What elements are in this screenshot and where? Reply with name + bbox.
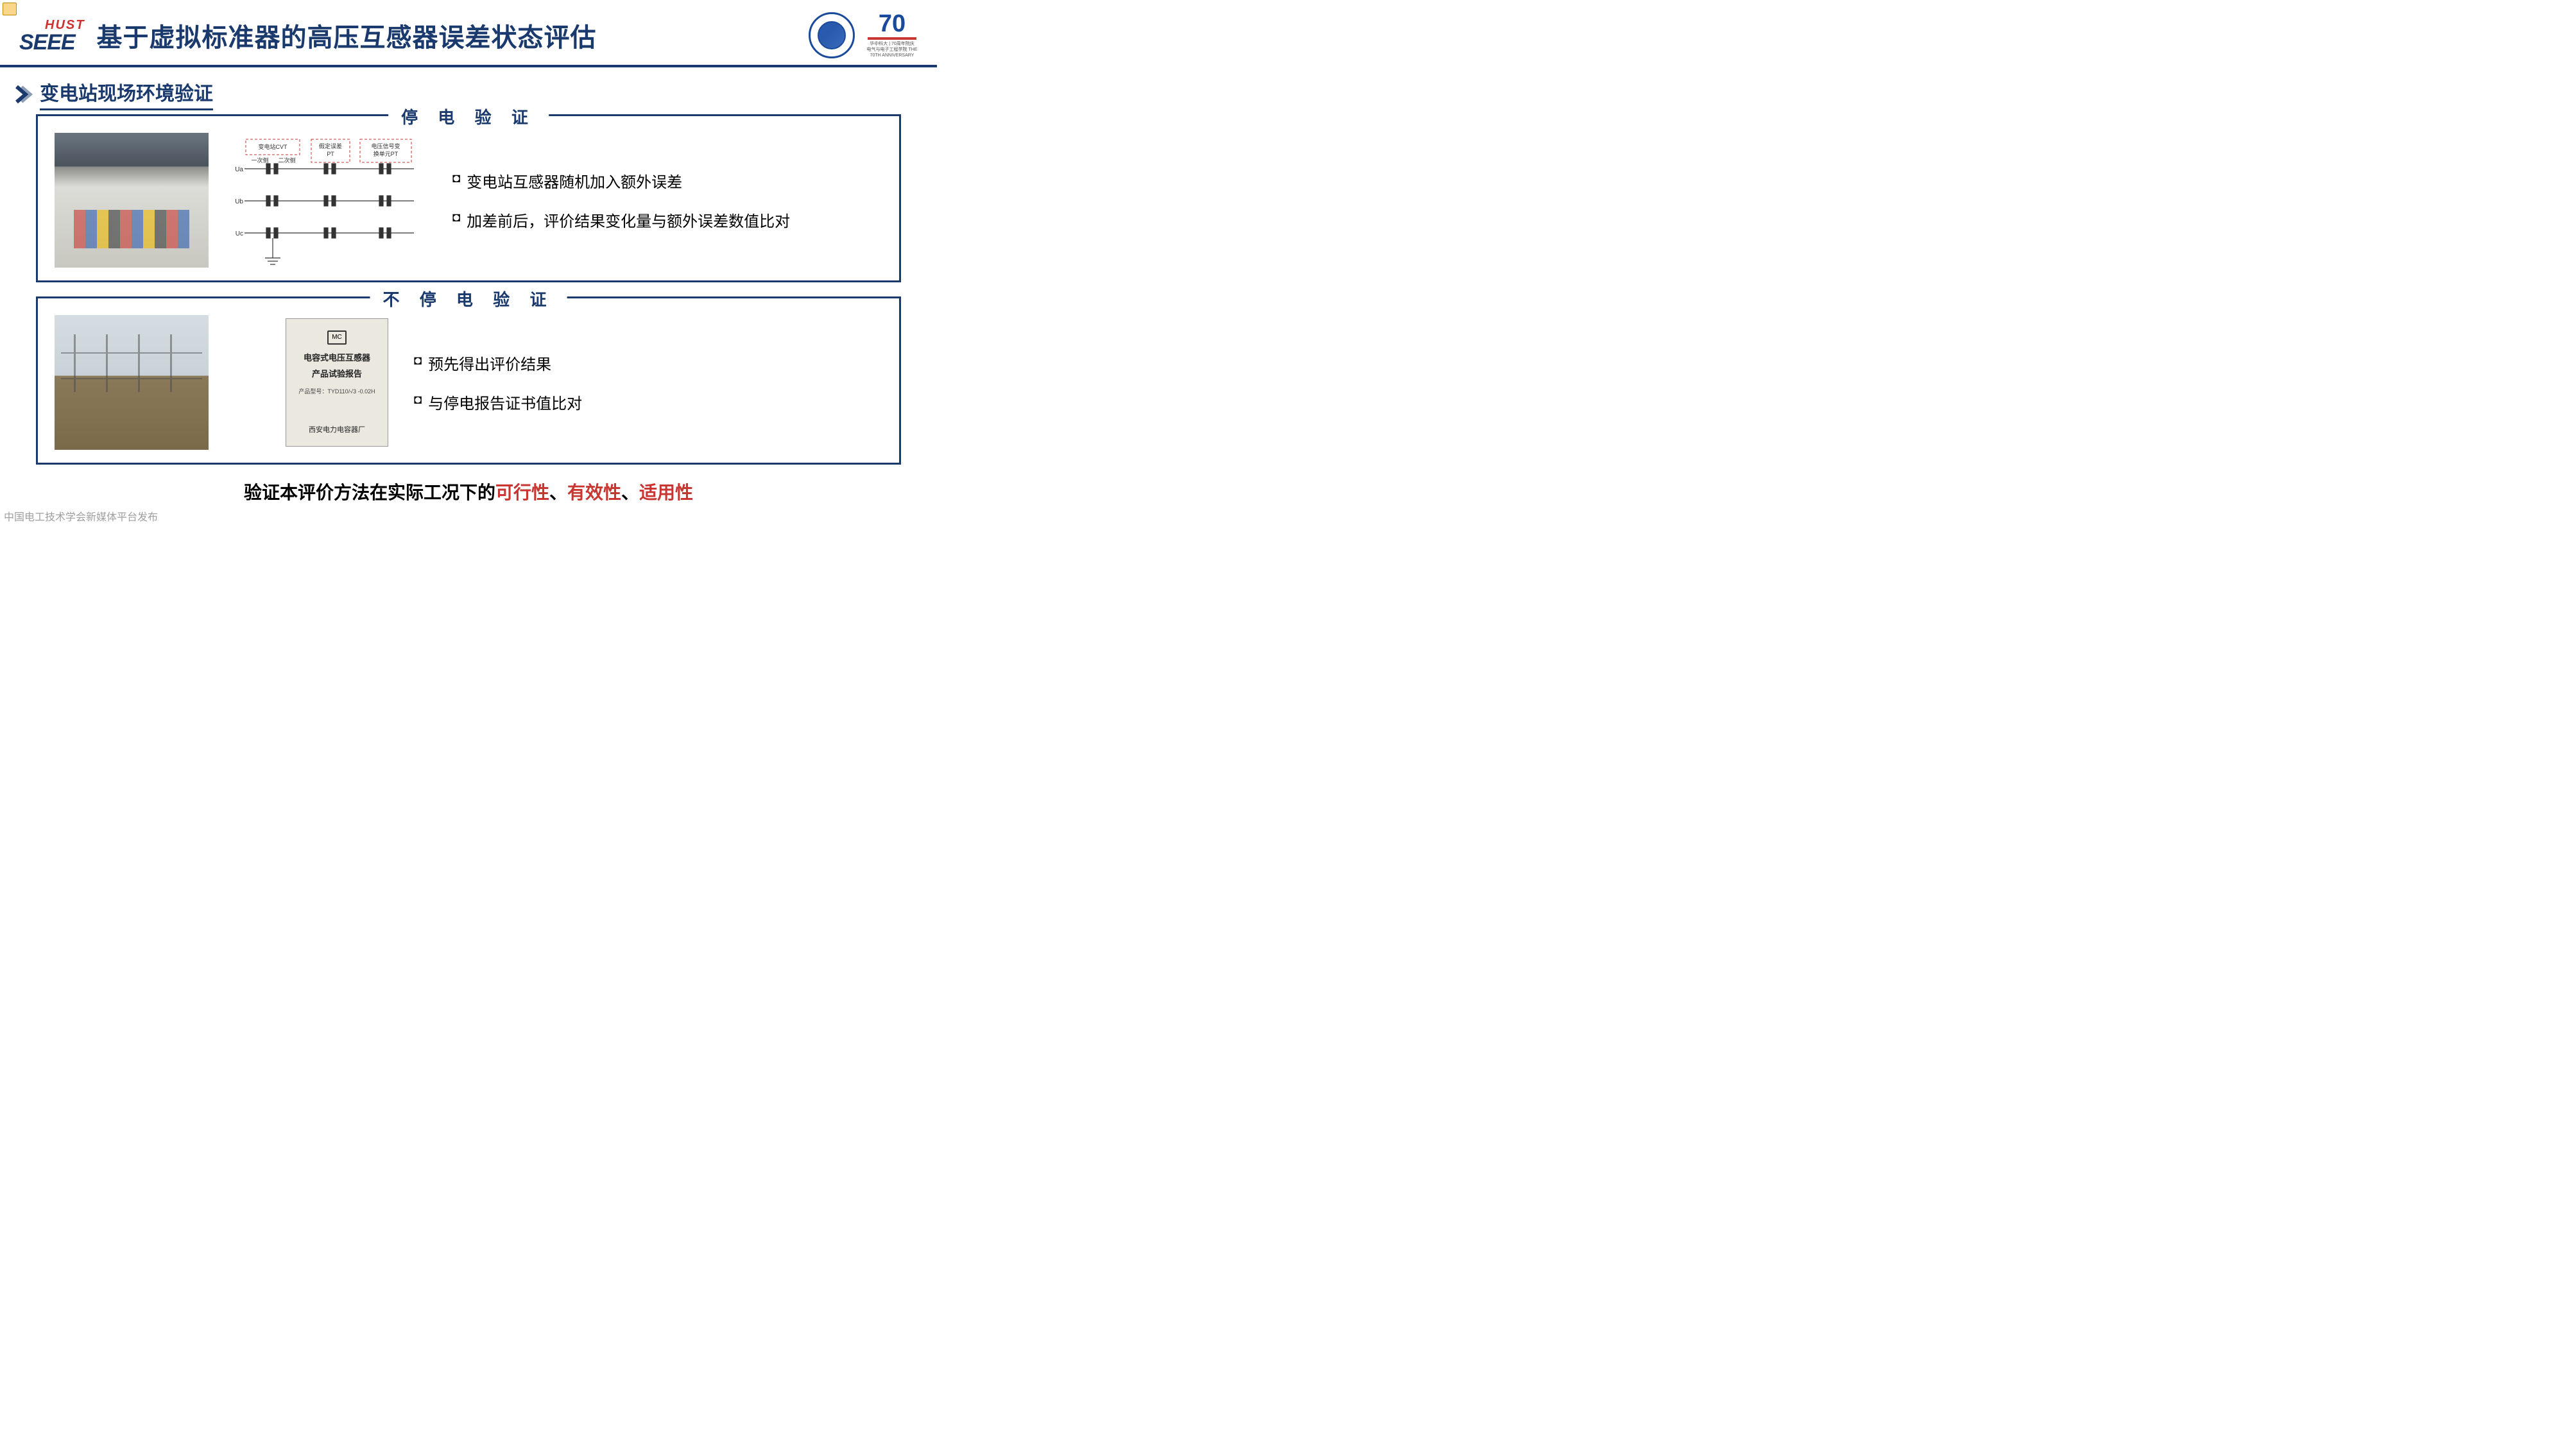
conclusion-k1: 可行性 bbox=[495, 483, 549, 502]
svg-text:Ua: Ua bbox=[235, 166, 243, 173]
anniversary-number: 70 bbox=[879, 12, 906, 36]
bullet-item: ◘ 预先得出评价结果 bbox=[414, 352, 882, 374]
doc-mark: MC bbox=[327, 330, 347, 345]
test-report-doc: MC 电容式电压互感器 产品试验报告 产品型号：TYD110/√3 -0.02H… bbox=[286, 318, 388, 447]
conclusion-k3: 适用性 bbox=[639, 483, 693, 502]
conclusion-line: 验证本评价方法在实际工况下的可行性、有效性、适用性 bbox=[36, 479, 901, 504]
panel-power-off: 停 电 验 证 变电站CVT 一次侧 二次侧 假定误差 PT 电压信号变 换单元… bbox=[36, 114, 901, 282]
diag-box1-l: 一次侧 bbox=[251, 157, 268, 164]
doc-subtitle: 产品试验报告 bbox=[312, 367, 362, 379]
anniversary-line1: 华中科大 | 70周年院庆 bbox=[870, 41, 914, 47]
diag-box1-r: 二次侧 bbox=[278, 157, 295, 164]
diag-box3-a: 电压信号变 bbox=[371, 142, 400, 150]
diag-box2-a: 假定误差 bbox=[319, 142, 342, 150]
panel-power-on: 不 停 电 验 证 MC 电容式电压互感器 产品试验报告 产品型号：TYD110… bbox=[36, 296, 901, 465]
diag-box3-b: 换单元PT bbox=[374, 150, 399, 157]
bullet-text: 预先得出评价结果 bbox=[428, 352, 551, 374]
panel-label-1: 停 电 验 证 bbox=[388, 105, 549, 128]
bullet-marker-icon: ◘ bbox=[452, 169, 460, 187]
slide-header: HUST SEEE 基于虚拟标准器的高压互感器误差状态评估 70 华中科大 | … bbox=[0, 0, 937, 65]
header-right: 70 华中科大 | 70周年院庆 电气与电子工程学院 THE 70TH ANNI… bbox=[809, 12, 918, 58]
svg-text:Ub: Ub bbox=[235, 198, 243, 205]
bullet-text: 变电站互感器随机加入额外误差 bbox=[467, 169, 682, 192]
school-emblem-icon bbox=[809, 12, 855, 58]
section-title: 变电站现场环境验证 bbox=[40, 78, 213, 110]
logo-bottom-text: SEEE bbox=[19, 33, 85, 53]
diag-box2-b: PT bbox=[327, 151, 334, 157]
slide-title: 基于虚拟标准器的高压互感器误差状态评估 bbox=[96, 17, 596, 54]
bullet-marker-icon: ◘ bbox=[414, 391, 422, 409]
logo-hust-seee: HUST SEEE bbox=[19, 18, 85, 53]
anniversary-line2: 电气与电子工程学院 THE 70TH ANNIVERSARY bbox=[866, 47, 918, 58]
bullet-item: ◘ 与停电报告证书值比对 bbox=[414, 391, 882, 413]
chevron-right-icon bbox=[15, 85, 33, 103]
anniversary-badge: 70 华中科大 | 70周年院庆 电气与电子工程学院 THE 70TH ANNI… bbox=[866, 12, 918, 58]
bullet-item: ◘ 变电站互感器随机加入额外误差 bbox=[452, 169, 882, 192]
diag-box1: 变电站CVT bbox=[258, 143, 288, 150]
bullet-list-2: ◘ 预先得出评价结果 ◘ 与停电报告证书值比对 bbox=[414, 352, 882, 413]
svg-text:Uc: Uc bbox=[236, 230, 243, 237]
bullet-list-1: ◘ 变电站互感器随机加入额外误差 ◘ 加差前后，评价结果变化量与额外误差数值比对 bbox=[452, 169, 882, 231]
bullet-marker-icon: ◘ bbox=[452, 209, 460, 227]
header-divider bbox=[0, 65, 937, 67]
bullet-text: 加差前后，评价结果变化量与额外误差数值比对 bbox=[467, 209, 790, 231]
bullet-text: 与停电报告证书值比对 bbox=[428, 391, 582, 413]
bullet-marker-icon: ◘ bbox=[414, 352, 422, 370]
doc-footer: 西安电力电容器厂 bbox=[309, 424, 365, 434]
conclusion-k2: 有效性 bbox=[567, 483, 621, 502]
doc-title: 电容式电压互感器 bbox=[304, 351, 370, 363]
wiring-diagram: 变电站CVT 一次侧 二次侧 假定误差 PT 电压信号变 换单元PT Ua Ub… bbox=[234, 133, 427, 268]
conclusion-prefix: 验证本评价方法在实际工况下的 bbox=[244, 483, 495, 502]
photo-substation bbox=[55, 315, 209, 450]
doc-model: 产品型号：TYD110/√3 -0.02H bbox=[298, 387, 375, 395]
photo-cabinet bbox=[55, 133, 209, 268]
footer-attribution: 中国电工技术学会新媒体平台发布 bbox=[4, 508, 158, 524]
panel-label-2: 不 停 电 验 证 bbox=[370, 287, 567, 311]
bullet-item: ◘ 加差前后，评价结果变化量与额外误差数值比对 bbox=[452, 209, 882, 231]
